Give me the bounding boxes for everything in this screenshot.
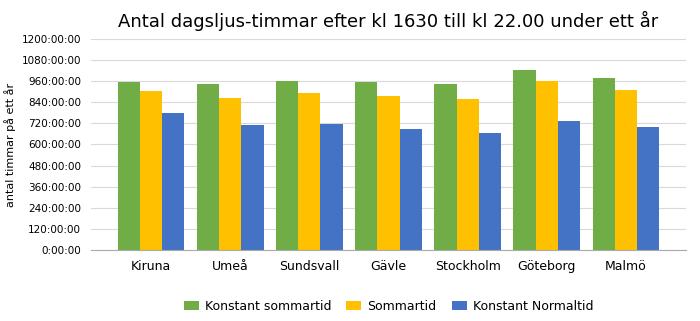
Bar (377, 96, 400, 250)
Bar (615, 90, 637, 250)
Title: Antal dagsljus-timmar efter kl 1630 till kl 22.00 under ett år: Antal dagsljus-timmar efter kl 1630 till… (118, 11, 659, 31)
Bar (637, 127, 659, 250)
Bar (140, 91, 162, 250)
Bar (435, 84, 456, 250)
Bar (479, 133, 500, 250)
Bar (536, 81, 558, 250)
Bar (241, 125, 264, 250)
Bar (197, 84, 219, 250)
Bar (456, 100, 479, 250)
Legend: Konstant sommartid, Sommartid, Konstant Normaltid: Konstant sommartid, Sommartid, Konstant … (178, 295, 598, 318)
Bar (592, 78, 615, 250)
Bar (118, 82, 140, 250)
Bar (400, 128, 421, 250)
Bar (162, 113, 185, 250)
Bar (298, 93, 321, 250)
Bar (558, 121, 580, 250)
Bar (356, 82, 377, 250)
Bar (321, 124, 342, 250)
Bar (219, 98, 241, 250)
Y-axis label: antal timmar på ett år: antal timmar på ett år (4, 82, 16, 206)
Bar (513, 70, 536, 250)
Bar (276, 81, 298, 250)
